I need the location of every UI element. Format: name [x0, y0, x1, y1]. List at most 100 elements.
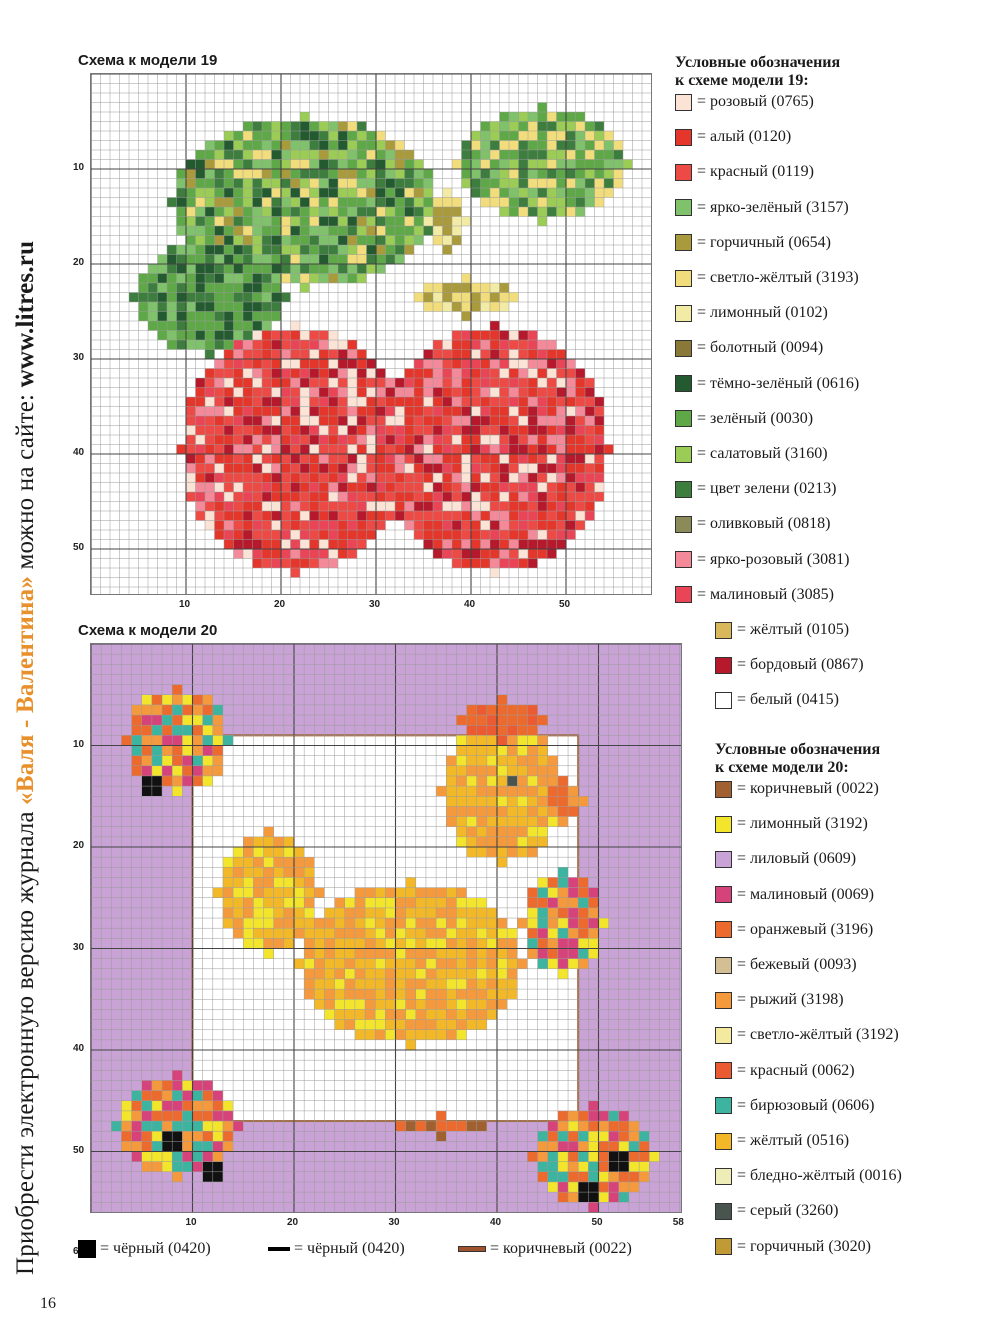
- chart20-grid: [90, 643, 682, 1213]
- color-swatch: [675, 269, 692, 287]
- color-swatch: [715, 886, 732, 904]
- x-tick-label: 30: [388, 1217, 400, 1228]
- color-swatch: [715, 991, 732, 1009]
- bottom-legend-brown-line: = коричневый (0022): [458, 1240, 632, 1258]
- legend19-label: = алый (0120): [697, 128, 792, 146]
- y-tick-label: 40: [73, 447, 85, 458]
- legend20-label: = бежевый (0093): [737, 956, 857, 973]
- color-swatch: [715, 1026, 732, 1044]
- legend20-label: = жёлтый (0516): [737, 1132, 850, 1149]
- legend20-item: = серый (3260): [715, 1202, 838, 1220]
- legend19-label: = ярко-розовый (3081): [697, 550, 850, 568]
- color-swatch: [675, 410, 692, 428]
- legend19-label: = розовый (0765): [697, 93, 814, 110]
- x-tick-label: 30: [369, 599, 381, 610]
- color-swatch: [715, 1167, 732, 1185]
- color-swatch: [675, 445, 692, 463]
- y-tick-label: 50: [73, 1144, 85, 1156]
- chart19-title: Схема к модели 19: [78, 52, 218, 69]
- side-banner: Приобрести электронную версию журнала «В…: [12, 241, 40, 1275]
- chart20-title: Схема к модели 20: [78, 622, 218, 639]
- legend19-item: = алый (0120): [675, 128, 791, 146]
- legend20-item: = коричневый (0022): [715, 780, 879, 798]
- legend19-label: = бордовый (0867): [737, 656, 864, 674]
- legend19-item: = лимонный (0102): [675, 304, 828, 322]
- legend19-label: = красный (0119): [697, 163, 814, 181]
- x-tick-label: 20: [274, 599, 286, 610]
- page-number: 16: [40, 1295, 56, 1312]
- color-swatch: [675, 128, 692, 146]
- legend20-item: = жёлтый (0516): [715, 1132, 849, 1150]
- side-banner-text-2: можно на сайте:: [12, 387, 39, 576]
- y-tick-label: 30: [73, 352, 85, 363]
- brown-line-icon: [458, 1246, 486, 1252]
- legend19-label: = салатовый (3160): [697, 445, 828, 462]
- legend19-item: = белый (0415): [715, 691, 839, 709]
- legend20-label: = красный (0062): [737, 1061, 855, 1079]
- black-square-icon: [78, 1240, 96, 1258]
- legend20-label: = горчичный (3020): [737, 1237, 871, 1255]
- chart19-pattern: [91, 74, 651, 594]
- y-tick-label: 20: [73, 257, 85, 268]
- color-swatch: [715, 780, 732, 798]
- legend20-title: Условные обозначения к схеме модели 20:: [715, 741, 880, 777]
- legend19-label: = малиновый (3085): [697, 585, 834, 603]
- legend19-label: = тёмно-зелёный (0616): [697, 374, 860, 392]
- legend19-label: = зелёный (0030): [697, 409, 814, 427]
- legend20-item: = рыжий (3198): [715, 991, 844, 1009]
- color-swatch: [675, 586, 692, 604]
- legend19-item: = светло-жёлтый (3193): [675, 269, 859, 287]
- legend20-item: = красный (0062): [715, 1062, 855, 1080]
- legend19-item: = ярко-зелёный (3157): [675, 199, 849, 217]
- x-tick-label: 50: [591, 1217, 603, 1228]
- y-tick-label: 10: [73, 162, 85, 173]
- color-swatch: [715, 621, 732, 639]
- legend20-item: = малиновый (0069): [715, 886, 874, 904]
- magazine-name: «Валя - Валентина»: [12, 575, 39, 805]
- bottom-legend-label-1: = чёрный (0420): [100, 1240, 211, 1257]
- legend19-item: = красный (0119): [675, 163, 814, 181]
- legend20-title-line1: Условные обозначения: [715, 741, 881, 758]
- website-link[interactable]: www.litres.ru: [12, 240, 39, 388]
- x-tick-label: 40: [490, 1217, 502, 1228]
- x-tick-label: 10: [185, 1217, 197, 1228]
- color-swatch: [675, 480, 692, 498]
- legend20-label: = светло-жёлтый (3192): [737, 1026, 899, 1044]
- x-tick-label: 40: [464, 599, 476, 610]
- x-tick-label: 50: [559, 599, 571, 610]
- legend20-item: = бирюзовый (0606): [715, 1097, 874, 1115]
- legend20-label: = рыжий (3198): [737, 991, 844, 1009]
- legend20-label: = малиновый (0069): [737, 885, 874, 903]
- color-swatch: [715, 1202, 732, 1220]
- x-tick-label: 20: [287, 1217, 299, 1228]
- legend19-label: = жёлтый (0105): [737, 621, 850, 638]
- y-tick-label: 10: [73, 738, 85, 750]
- color-swatch: [675, 339, 692, 357]
- color-swatch: [715, 956, 732, 974]
- legend19-item: = зелёный (0030): [675, 410, 813, 428]
- legend19-item: = жёлтый (0105): [715, 621, 849, 639]
- legend20-label: = бледно-жёлтый (0016): [737, 1167, 902, 1185]
- legend19-item: = тёмно-зелёный (0616): [675, 375, 859, 393]
- legend20-item: = бежевый (0093): [715, 956, 857, 974]
- color-swatch: [675, 515, 692, 533]
- legend19-label: = горчичный (0654): [697, 233, 831, 251]
- legend19-item: = ярко-розовый (3081): [675, 551, 849, 569]
- legend19-item: = болотный (0094): [675, 339, 823, 357]
- chart20-pattern: [91, 644, 681, 1212]
- color-swatch: [715, 850, 732, 868]
- legend20-label: = коричневый (0022): [737, 780, 879, 797]
- bottom-legend-black-line: = чёрный (0420): [268, 1240, 405, 1258]
- legend19-item: = салатовый (3160): [675, 445, 828, 463]
- legend19-label: = болотный (0094): [697, 339, 824, 357]
- y-tick-label: 50: [73, 542, 85, 553]
- color-swatch: [715, 691, 732, 709]
- color-swatch: [675, 163, 692, 181]
- legend20-label: = бирюзовый (0606): [737, 1096, 875, 1114]
- legend20-item: = лимонный (3192): [715, 815, 868, 833]
- legend20-label: = оранжевый (3196): [737, 920, 874, 938]
- legend19-item: = оливковый (0818): [675, 515, 830, 533]
- legend19-label: = белый (0415): [737, 691, 840, 709]
- legend19-label: = цвет зелени (0213): [697, 480, 837, 498]
- color-swatch: [715, 921, 732, 939]
